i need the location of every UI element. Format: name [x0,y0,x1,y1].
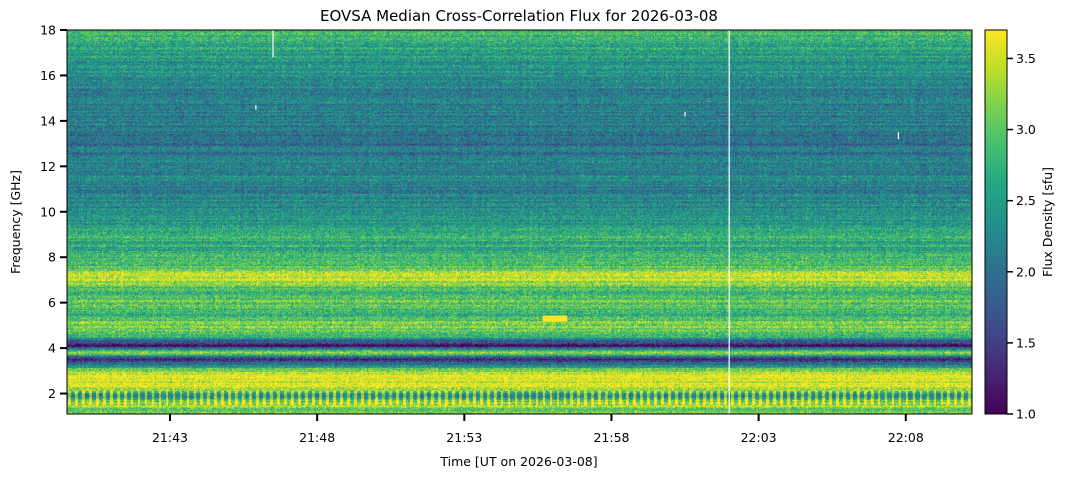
x-tick-label: 22:08 [888,430,924,445]
x-tick-label: 21:48 [299,430,335,445]
spectrogram-image [67,30,972,414]
colorbar-tick-label: 1.5 [1016,335,1036,350]
y-tick-label: 4 [48,341,56,356]
y-tick-label: 10 [40,204,56,219]
burst-feature [543,316,568,322]
y-axis: 2 4 6 8 10 12 14 16 18 [40,23,67,402]
colorbar-tick-label: 2.0 [1016,264,1036,279]
y-tick-label: 8 [48,250,56,265]
colorbar-tick-label: 2.5 [1016,193,1036,208]
x-tick-label: 21:43 [152,430,188,445]
y-tick-label: 14 [40,113,56,128]
y-tick-label: 2 [48,386,56,401]
y-tick-label: 18 [40,23,56,38]
chart-title: EOVSA Median Cross-Correlation Flux for … [320,7,718,25]
colorbar: 1.0 1.5 2.0 2.5 3.0 3.5 Flux Density [sfu] [985,30,1055,422]
y-tick-label: 6 [48,295,56,310]
y-tick-label: 12 [40,159,56,174]
x-axis-label: Time [UT on 2026-03-08] [439,454,597,469]
x-tick-label: 22:03 [741,430,777,445]
x-tick-label: 21:58 [593,430,629,445]
spectrogram [67,30,972,414]
colorbar-tick-label: 3.5 [1016,51,1036,66]
x-tick-label: 21:53 [446,430,482,445]
colorbar-gradient [985,30,1007,414]
colorbar-ticks: 1.0 1.5 2.0 2.5 3.0 3.5 [1007,51,1036,422]
colorbar-label: Flux Density [sfu] [1040,167,1055,277]
y-tick-label: 16 [40,68,56,83]
x-axis: 21:43 21:48 21:53 21:58 22:03 22:08 [152,414,924,445]
colorbar-tick-label: 1.0 [1016,407,1036,422]
colorbar-tick-label: 3.0 [1016,122,1036,137]
y-axis-label: Frequency [GHz] [8,170,23,274]
